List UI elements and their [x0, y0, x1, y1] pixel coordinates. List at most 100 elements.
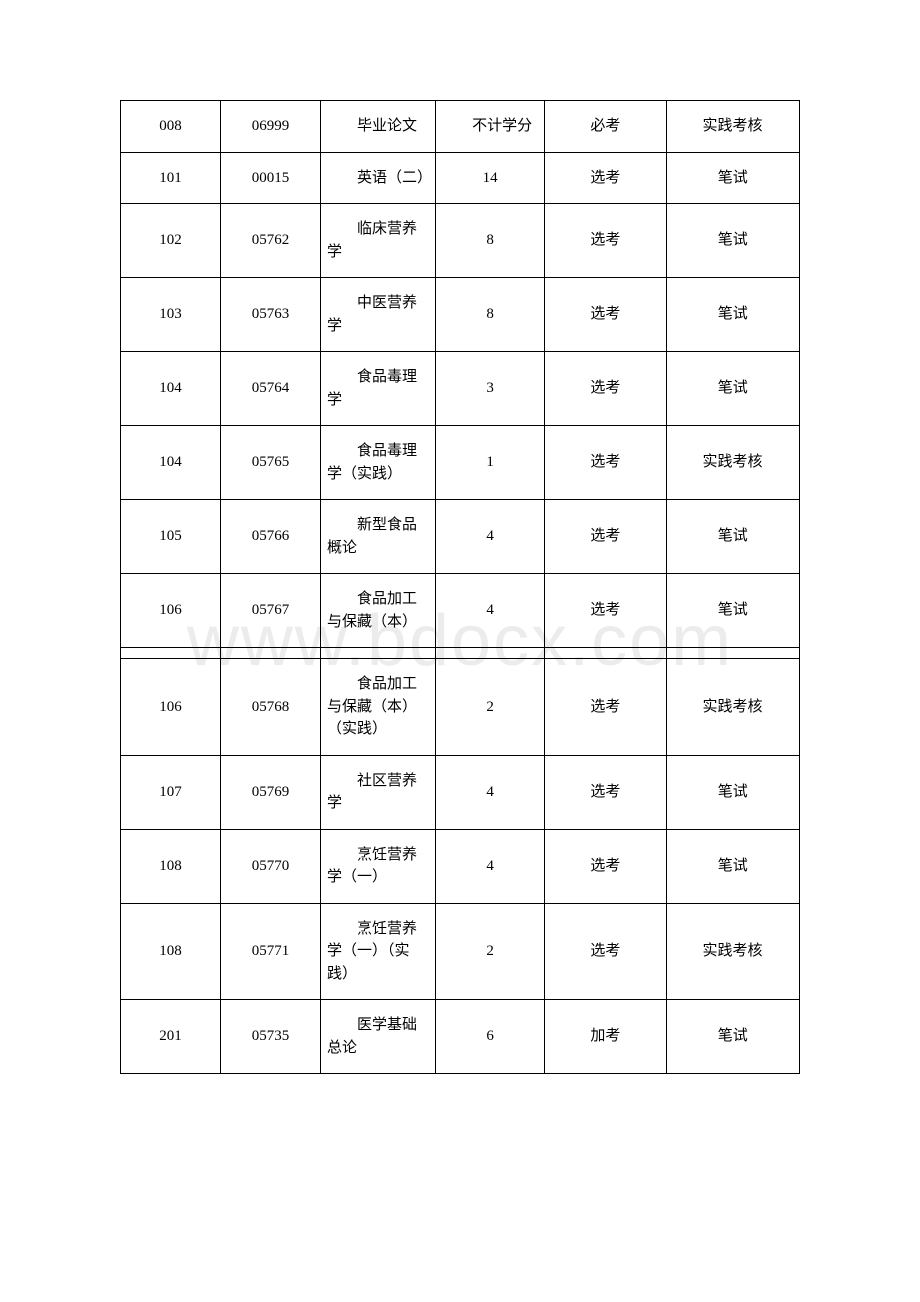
- table-row: 201 05735 医学基础总论 6 加考 笔试: [121, 1000, 800, 1074]
- table-row: 10805770烹饪营养学（一）4选考笔试: [121, 829, 800, 903]
- cell-credit: 2: [436, 659, 545, 756]
- cell-exam_type: 选考: [545, 152, 666, 204]
- cell-seq: 104: [121, 426, 221, 500]
- cell-exam_type: 选考: [545, 500, 666, 574]
- spacer-cell: [121, 648, 221, 659]
- cell-assess_type: 笔试: [666, 204, 800, 278]
- cell-text: 102: [159, 232, 182, 248]
- cell-text: 食品加工与保藏（本）（实践）: [327, 676, 417, 737]
- cell-text: 104: [159, 380, 182, 396]
- cell-name: 临床营养学: [320, 204, 435, 278]
- cell-exam_type: 加考: [545, 1000, 666, 1074]
- cell-text: 毕业论文: [357, 118, 417, 134]
- cell-text: 新型食品概论: [327, 517, 417, 556]
- cell-text: 14: [483, 170, 498, 186]
- cell-credit: 8: [436, 204, 545, 278]
- cell-exam_type: 必考: [545, 101, 666, 153]
- cell-code: 05770: [220, 829, 320, 903]
- cell-text: 104: [159, 454, 182, 470]
- cell-text: 实践考核: [703, 118, 763, 134]
- cell-seq: 104: [121, 352, 221, 426]
- cell-exam_type: 选考: [545, 352, 666, 426]
- cell-name: 社区营养学: [320, 755, 435, 829]
- spacer-cell: [545, 648, 666, 659]
- cell-text: 05765: [252, 454, 290, 470]
- cell-text: 105: [159, 528, 182, 544]
- cell-assess_type: 实践考核: [666, 659, 800, 756]
- cell-text: 笔试: [718, 170, 748, 186]
- cell-text: 选考: [590, 306, 620, 322]
- cell-text: 不计学分: [472, 118, 532, 134]
- cell-assess_type: 实践考核: [666, 903, 800, 1000]
- table-row: 10100015英语（二）14选考笔试: [121, 152, 800, 204]
- cell-text: 笔试: [718, 602, 748, 618]
- cell-text: 05762: [252, 232, 290, 248]
- cell-text: 笔试: [718, 380, 748, 396]
- cell-code: 05767: [220, 574, 320, 648]
- table-row: 106 05768 食品加工与保藏（本）（实践） 2 选考 实践考核: [121, 659, 800, 756]
- cell-text: 06999: [252, 118, 290, 134]
- cell-credit: 6: [436, 1000, 545, 1074]
- cell-text: 6: [486, 1028, 494, 1044]
- cell-assess_type: 笔试: [666, 278, 800, 352]
- cell-text: 实践考核: [703, 699, 763, 715]
- cell-code: 05769: [220, 755, 320, 829]
- cell-text: 103: [159, 306, 182, 322]
- spacer-cell: [320, 648, 435, 659]
- cell-text: 英语（二）: [357, 170, 432, 186]
- cell-code: 00015: [220, 152, 320, 204]
- cell-text: 05763: [252, 306, 290, 322]
- table-row: 10605767食品加工与保藏（本）4选考笔试: [121, 574, 800, 648]
- cell-name: 医学基础总论: [320, 1000, 435, 1074]
- cell-text: 实践考核: [703, 943, 763, 959]
- cell-text: 008: [159, 118, 182, 134]
- cell-text: 05735: [252, 1028, 290, 1044]
- cell-text: 选考: [590, 380, 620, 396]
- table-row: [121, 648, 800, 659]
- table-row: 105 05766 新型食品概论 4 选考 笔试: [121, 500, 800, 574]
- cell-assess_type: 笔试: [666, 152, 800, 204]
- cell-text: 4: [486, 528, 494, 544]
- cell-credit: 4: [436, 500, 545, 574]
- cell-text: 05768: [252, 699, 290, 715]
- cell-text: 笔试: [718, 306, 748, 322]
- cell-text: 选考: [590, 858, 620, 874]
- table-row: 10405765食品毒理学（实践）1选考实践考核: [121, 426, 800, 500]
- cell-name: 烹饪营养学（一）（实践）: [320, 903, 435, 1000]
- cell-text: 05770: [252, 858, 290, 874]
- cell-text: 选考: [590, 232, 620, 248]
- cell-name: 新型食品概论: [320, 500, 435, 574]
- cell-assess_type: 实践考核: [666, 101, 800, 153]
- cell-text: 医学基础总论: [327, 1017, 417, 1056]
- cell-text: 食品加工与保藏（本）: [327, 591, 417, 630]
- cell-code: 05768: [220, 659, 320, 756]
- cell-credit: 8: [436, 278, 545, 352]
- cell-text: 05766: [252, 528, 290, 544]
- cell-code: 05763: [220, 278, 320, 352]
- cell-text: 食品毒理学: [327, 369, 417, 408]
- table-row: 008 06999 毕业论文 不计学分必考 实践考核: [121, 101, 800, 153]
- cell-code: 05771: [220, 903, 320, 1000]
- cell-text: 201: [159, 1028, 182, 1044]
- cell-text: 选考: [590, 699, 620, 715]
- cell-code: 05765: [220, 426, 320, 500]
- cell-seq: 108: [121, 903, 221, 1000]
- cell-text: 笔试: [718, 528, 748, 544]
- cell-text: 2: [486, 699, 494, 715]
- cell-text: 选考: [590, 170, 620, 186]
- cell-text: 选考: [590, 528, 620, 544]
- cell-text: 选考: [590, 454, 620, 470]
- cell-assess_type: 笔试: [666, 829, 800, 903]
- cell-assess_type: 笔试: [666, 1000, 800, 1074]
- cell-seq: 106: [121, 659, 221, 756]
- cell-text: 笔试: [718, 1028, 748, 1044]
- spacer-cell: [666, 648, 800, 659]
- cell-assess_type: 笔试: [666, 574, 800, 648]
- cell-name: 食品毒理学: [320, 352, 435, 426]
- table-row: 102 05762 临床营养学8 选考 笔试: [121, 204, 800, 278]
- cell-assess_type: 实践考核: [666, 426, 800, 500]
- cell-assess_type: 笔试: [666, 352, 800, 426]
- cell-text: 4: [486, 784, 494, 800]
- cell-name: 食品加工与保藏（本）（实践）: [320, 659, 435, 756]
- cell-credit: 4: [436, 574, 545, 648]
